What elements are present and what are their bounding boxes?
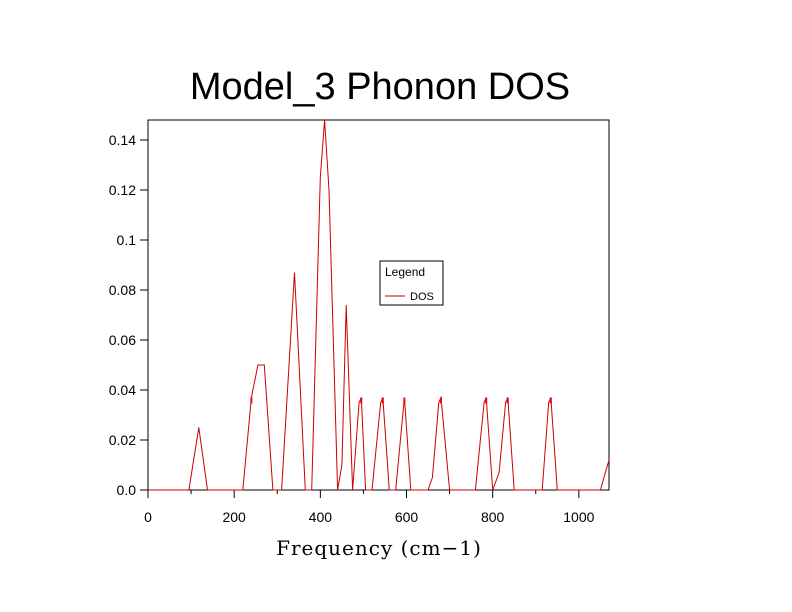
legend-label-dos: DOS xyxy=(410,291,434,303)
x-tick-label: 1000 xyxy=(563,509,594,525)
x-tick-label: 200 xyxy=(222,509,246,525)
legend: Legend DOS xyxy=(379,260,444,306)
y-tick-label: 0.1 xyxy=(117,232,137,248)
x-axis-label: Frequency (cm−1) xyxy=(276,536,482,560)
x-tick-label: 600 xyxy=(395,509,419,525)
plot-frame xyxy=(147,119,610,491)
y-axis: 0.0 0.02 0.04 0.06 0.08 0.1 0.12 0.14 xyxy=(109,132,148,498)
series-line-dos xyxy=(148,119,610,491)
y-tick-label: 0.14 xyxy=(109,132,136,148)
y-tick-label: 0.08 xyxy=(109,282,136,298)
x-tick-label: 800 xyxy=(481,509,505,525)
y-tick-label: 0.06 xyxy=(109,332,136,348)
y-tick-label: 0.04 xyxy=(109,382,136,398)
y-tick-label: 0.02 xyxy=(109,432,136,448)
x-tick-label: 0 xyxy=(144,509,152,525)
legend-box xyxy=(379,260,444,306)
x-tick-label: 400 xyxy=(309,509,333,525)
chart-title: Model_3 Phonon DOS xyxy=(190,66,570,108)
y-tick-label: 0.12 xyxy=(109,182,136,198)
legend-title: Legend xyxy=(385,265,425,279)
series-layer xyxy=(148,119,610,491)
y-tick-label: 0.0 xyxy=(117,482,137,498)
x-axis: 0 200 400 600 800 1000 xyxy=(144,490,595,525)
